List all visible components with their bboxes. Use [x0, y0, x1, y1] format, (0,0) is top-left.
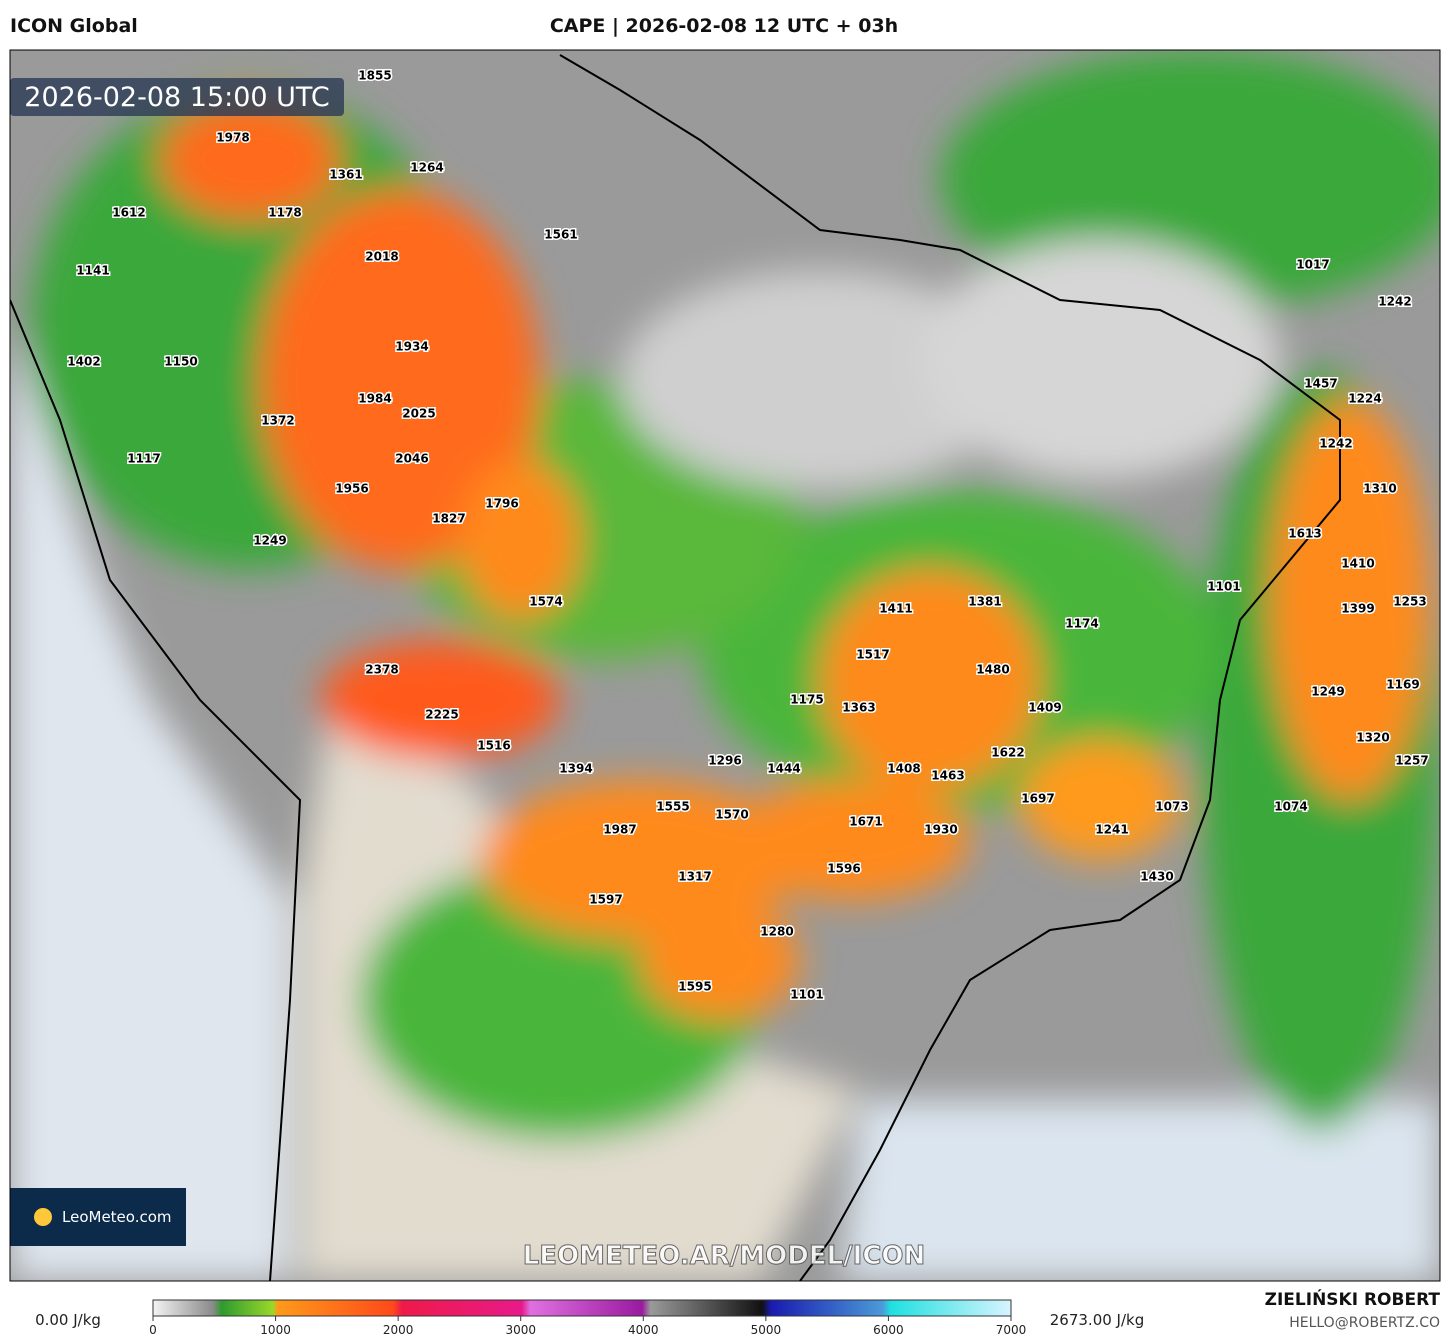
value-label: 1984: [358, 392, 391, 406]
value-label: 1150: [164, 355, 197, 369]
colorbar-tick-label: 7000: [996, 1323, 1027, 1337]
map-title: CAPE | 2026-02-08 12 UTC + 03h: [550, 15, 898, 37]
value-label: 1480: [976, 663, 1009, 677]
value-label: 1796: [485, 497, 518, 511]
value-label: 1430: [1140, 870, 1173, 884]
value-label: 1671: [849, 815, 882, 829]
value-label: 1402: [67, 355, 100, 369]
value-label: 1224: [1348, 392, 1381, 406]
value-label: 1934: [395, 340, 428, 354]
colorbar-tick-label: 0: [149, 1323, 157, 1337]
credit-email: HELLO@ROBERTZ.CO: [1289, 1315, 1440, 1331]
value-label: 2046: [395, 452, 428, 466]
colorbar: [152, 1299, 1012, 1317]
value-label: 1141: [76, 264, 109, 278]
value-label: 1249: [1311, 685, 1344, 699]
value-label: 1264: [410, 161, 443, 175]
colorbar-tick-label: 4000: [628, 1323, 659, 1337]
legend-max: 2673.00 J/kg: [1050, 1311, 1144, 1329]
value-label: 1596: [827, 862, 860, 876]
value-label: 1570: [715, 808, 748, 822]
value-label: 1561: [544, 228, 577, 242]
value-labels: 1855 1978 1361 1264 1612 1178 1561 2018 1141 1017…: [66, 67, 1430, 1003]
value-label: 1463: [931, 769, 964, 783]
value-label: 1363: [842, 701, 875, 715]
timestamp-box: [10, 78, 344, 116]
value-label: 1242: [1378, 295, 1411, 309]
value-label: 1175: [790, 693, 823, 707]
value-label: 1622: [991, 746, 1024, 760]
value-label: 1253: [1393, 595, 1426, 609]
value-label: 1372: [261, 414, 294, 428]
watermark: LEOMETEO.AR/MODEL/ICON: [523, 1241, 926, 1271]
coastline-west: [10, 299, 302, 1281]
value-label: 1444: [767, 762, 800, 776]
value-label: 1516: [477, 739, 510, 753]
value-label: 1574: [529, 595, 562, 609]
value-label: 1381: [968, 595, 1001, 609]
value-label: 1987: [603, 823, 636, 837]
model-name: ICON Global: [10, 15, 138, 37]
legend-min: 0.00 J/kg: [35, 1311, 101, 1329]
value-label: 1241: [1095, 823, 1128, 837]
value-label: 1169: [1386, 678, 1419, 692]
value-label: 1956: [335, 482, 368, 496]
value-label: 1408: [887, 762, 920, 776]
value-label: 1457: [1304, 377, 1337, 391]
value-label: 1317: [678, 870, 711, 884]
timestamp: 2026-02-08 15:00 UTC: [24, 82, 329, 113]
value-label: 1280: [760, 925, 793, 939]
colorbar-ticks: 0 1000 2000 3000 4000 5000 6000 7000: [149, 1316, 1026, 1337]
value-label: 1517: [856, 648, 889, 662]
colorbar-tick-label: 5000: [751, 1323, 782, 1337]
value-label: 1827: [432, 512, 465, 526]
value-label: 1073: [1155, 800, 1188, 814]
value-label: 1597: [589, 893, 622, 907]
value-label: 1320: [1356, 731, 1389, 745]
value-label: 1555: [656, 800, 689, 814]
value-label: 1242: [1319, 437, 1352, 451]
value-label: 1613: [1288, 527, 1321, 541]
colorbar-tick-label: 6000: [873, 1323, 904, 1337]
value-label: 1394: [559, 762, 592, 776]
map-frame: [9, 49, 1441, 1282]
value-label: 1249: [253, 534, 286, 548]
value-label: 1178: [268, 206, 301, 220]
value-label: 2018: [365, 250, 398, 264]
value-label: 1101: [790, 988, 823, 1002]
field: [10, 50, 1440, 1281]
value-label: 1409: [1028, 701, 1061, 715]
value-label: 1174: [1065, 617, 1098, 631]
logo-sun: [34, 1208, 52, 1226]
colorbar-tick-label: 3000: [505, 1323, 536, 1337]
value-label: 1310: [1363, 482, 1396, 496]
value-label: 1101: [1207, 580, 1240, 594]
value-label: 1612: [112, 206, 145, 220]
value-label: 1855: [358, 69, 391, 83]
logo: LeoMeteo.com: [62, 1208, 172, 1226]
coastline: [559, 54, 1341, 1281]
value-label: 1399: [1341, 602, 1374, 616]
value-label: 1117: [127, 452, 160, 466]
value-label: 2378: [365, 663, 398, 677]
value-label: 1410: [1341, 557, 1374, 571]
value-label: 1361: [329, 168, 362, 182]
value-label: 1978: [216, 131, 249, 145]
value-label: 1074: [1274, 800, 1307, 814]
value-label: 1930: [924, 823, 957, 837]
value-label: 1595: [678, 980, 711, 994]
value-label: 1411: [879, 602, 912, 616]
colorbar-tick-label: 2000: [383, 1323, 414, 1337]
value-label: 1017: [1296, 258, 1329, 272]
credit-name: ZIELIŃSKI ROBERT: [1265, 1288, 1441, 1310]
value-label: 1257: [1395, 754, 1428, 768]
value-label: 1296: [708, 754, 741, 768]
map: 1855 1978 1361 1264 1612 1178 1561 2018 1141 1017…: [10, 50, 1440, 1281]
colorbar-tick-label: 1000: [260, 1323, 291, 1337]
value-label: 2025: [402, 407, 435, 421]
value-label: 2225: [425, 708, 458, 722]
value-label: 1697: [1021, 792, 1054, 806]
